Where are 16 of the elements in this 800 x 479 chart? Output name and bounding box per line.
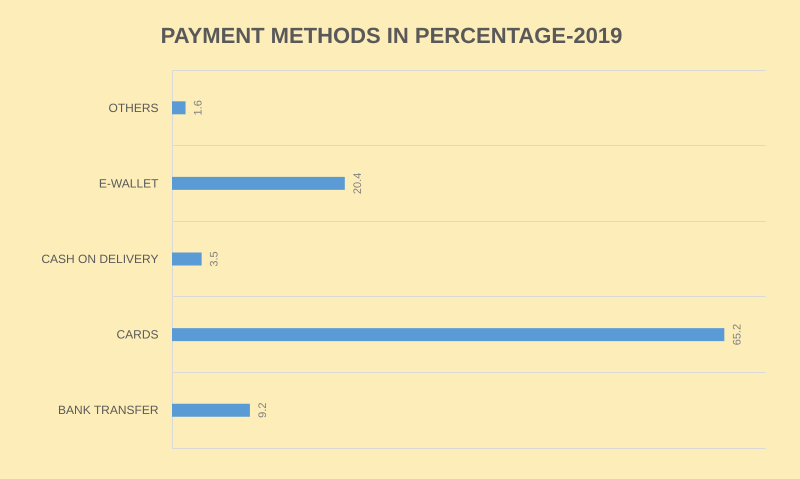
bar xyxy=(172,176,345,190)
y-tick-label: BANK TRANSFER xyxy=(58,403,159,418)
bar xyxy=(172,101,186,114)
y-tick-label: CASH ON DELIVERY xyxy=(41,252,158,266)
data-label: 20.4 xyxy=(352,172,364,194)
bar xyxy=(172,252,202,266)
data-label: 3.5 xyxy=(208,251,221,267)
data-label: 9.2 xyxy=(256,402,269,418)
y-tick-label: E-WALLET xyxy=(98,176,160,190)
chart-title: PAYMENT METHODS IN PERCENTAGE-2019 xyxy=(160,23,622,48)
bar xyxy=(172,328,724,342)
data-label: 65.2 xyxy=(731,324,744,346)
y-tick-label: CARDS xyxy=(116,328,158,342)
bar xyxy=(172,404,250,417)
data-label: 1.6 xyxy=(192,100,205,116)
y-tick-label: OTHERS xyxy=(108,100,158,115)
